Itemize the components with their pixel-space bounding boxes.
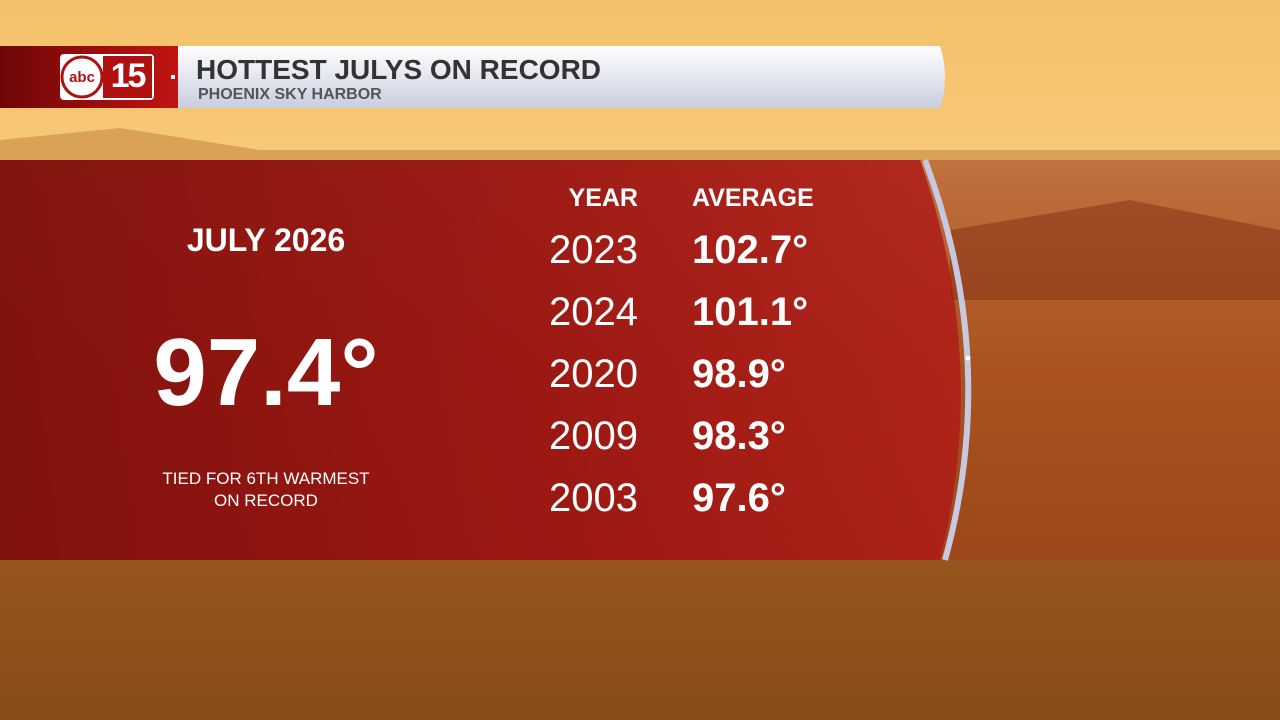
logo-text: abc xyxy=(69,69,95,86)
average-cell: 97.6° xyxy=(692,476,786,520)
average-cell: 101.1° xyxy=(692,290,809,334)
average-cell: 98.9° xyxy=(692,352,786,396)
column-header: AVERAGE xyxy=(692,184,814,212)
feature-value: 97.4° xyxy=(153,319,379,426)
feature-note: TIED FOR 6TH WARMEST ON RECORD xyxy=(116,468,416,512)
title: HOTTEST JULYS ON RECORD xyxy=(196,54,602,85)
year-cell: 2020 xyxy=(549,352,638,396)
year-cell: 2024 xyxy=(549,290,638,334)
year-cell: 2003 xyxy=(549,476,638,520)
subtitle: PHOENIX SKY HARBOR xyxy=(198,86,382,103)
note-line: ON RECORD xyxy=(214,491,318,510)
logo-number: 15 xyxy=(110,57,147,95)
year-cell: 2009 xyxy=(549,414,638,458)
average-cell: 102.7° xyxy=(692,228,809,272)
feature-label: JULY 2026 xyxy=(186,222,346,258)
column-header: YEAR xyxy=(568,184,638,212)
year-cell: 2023 xyxy=(549,228,638,272)
note-line: TIED FOR 6TH WARMEST xyxy=(162,469,370,488)
average-cell: 98.3° xyxy=(692,414,786,458)
